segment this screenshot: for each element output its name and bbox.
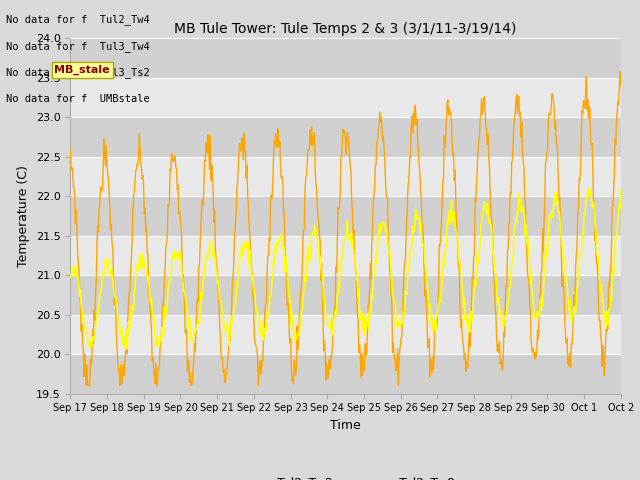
Bar: [70, 354, 621, 394]
Title: MB Tule Tower: Tule Temps 2 & 3 (3/1/11-3/19/14): MB Tule Tower: Tule Temps 2 & 3 (3/1/11-…: [175, 22, 516, 36]
Y-axis label: Temperature (C): Temperature (C): [17, 165, 30, 267]
Bar: [70, 38, 621, 78]
X-axis label: Time: Time: [330, 419, 361, 432]
Text: No data for f  UMBstale: No data for f UMBstale: [6, 94, 150, 104]
Legend: Tul2_Ts-2, Tul2_Ts-8: Tul2_Ts-2, Tul2_Ts-8: [231, 471, 460, 480]
Text: No data for f  Tul3_Tw4: No data for f Tul3_Tw4: [6, 41, 150, 52]
Text: No data for f  Tul3_Ts2: No data for f Tul3_Ts2: [6, 67, 150, 78]
Text: No data for f  Tul2_Tw4: No data for f Tul2_Tw4: [6, 14, 150, 25]
Text: MB_stale: MB_stale: [54, 65, 110, 75]
Bar: [70, 275, 621, 315]
Bar: [70, 117, 621, 157]
Bar: [70, 196, 621, 236]
